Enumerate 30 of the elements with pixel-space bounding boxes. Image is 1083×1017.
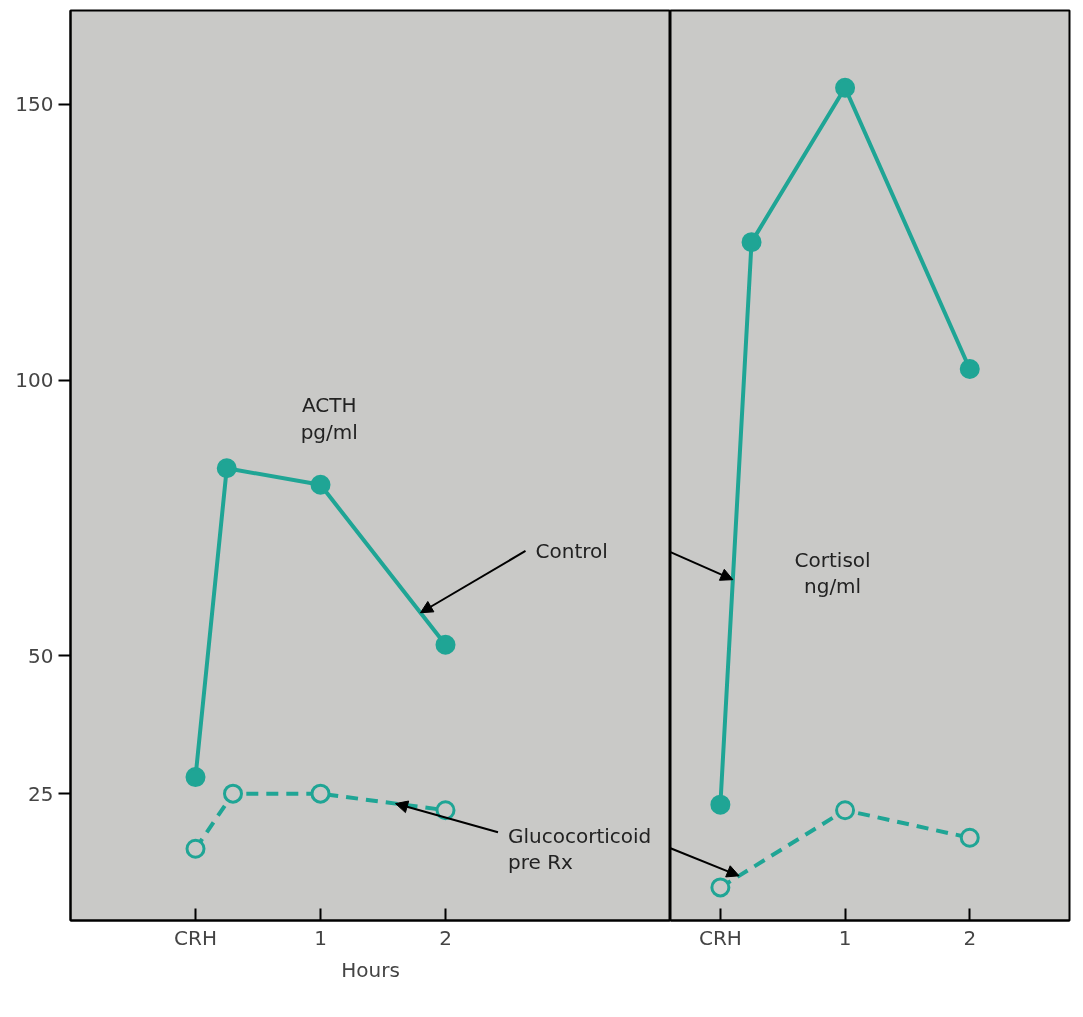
point bbox=[223, 783, 243, 804]
x-tick-label: 1 bbox=[314, 925, 327, 950]
annotation: Glucocorticoid pre Rx bbox=[508, 823, 652, 874]
x-tick-label: 1 bbox=[838, 925, 852, 950]
point bbox=[435, 800, 456, 821]
annotation: Control bbox=[535, 538, 608, 563]
point bbox=[185, 838, 206, 859]
point bbox=[710, 794, 731, 815]
point bbox=[835, 77, 856, 98]
point bbox=[835, 800, 856, 821]
x-tick-label: 2 bbox=[439, 925, 452, 950]
annotation: ACTH pg/ml bbox=[300, 393, 358, 444]
point bbox=[959, 827, 980, 848]
y-tick-label: 150 bbox=[15, 92, 54, 117]
point bbox=[741, 232, 762, 253]
x-tick-label: CRH bbox=[174, 925, 217, 950]
point bbox=[435, 634, 456, 655]
x-tick-label: 2 bbox=[963, 925, 977, 950]
x-tick-label: CRH bbox=[698, 925, 742, 950]
annotation: Cortisol ng/ml bbox=[794, 547, 871, 599]
point bbox=[310, 783, 331, 804]
point bbox=[959, 359, 980, 379]
point bbox=[310, 474, 331, 495]
y-tick-label: 50 bbox=[28, 643, 54, 668]
y-tick-label: 25 bbox=[28, 781, 54, 806]
point bbox=[185, 767, 206, 788]
x-axis-title: Hours bbox=[341, 957, 400, 982]
point bbox=[710, 877, 731, 898]
y-tick-label: 100 bbox=[15, 368, 54, 393]
point bbox=[216, 458, 237, 479]
